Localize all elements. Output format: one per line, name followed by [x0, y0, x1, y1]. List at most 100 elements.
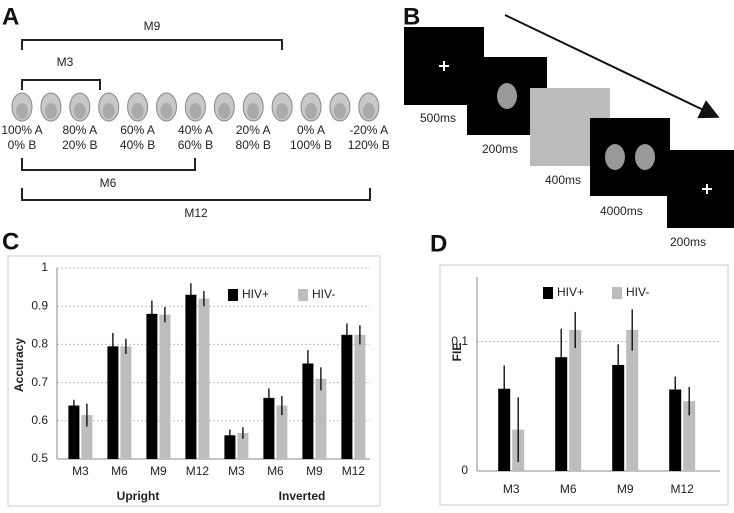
face-shade [131, 103, 144, 119]
y-tick-label: 0.8 [31, 337, 48, 351]
time-arrow [504, 14, 720, 119]
panel-letter: A [2, 3, 19, 30]
duration: 500ms [420, 111, 456, 125]
legend-swatch [612, 287, 622, 299]
fixation [702, 184, 712, 194]
x-tick-label: M6 [267, 464, 284, 478]
morph-label: 0% A [297, 123, 325, 137]
bar [224, 435, 236, 459]
y-tick-label: 0.9 [31, 298, 48, 312]
legend-label: HIV+ [557, 285, 584, 299]
morph-label: 80% A [62, 123, 97, 137]
y-tick-label: 1 [41, 260, 48, 274]
morph-label: 100% B [290, 138, 332, 152]
morph-label: 100% A [1, 123, 42, 137]
x-tick-label: M6 [111, 464, 128, 478]
fixation [439, 61, 449, 71]
x-tick-label: M9 [306, 464, 323, 478]
panel-letter: C [2, 228, 19, 255]
x-tick-label: M6 [560, 482, 577, 496]
legend-label: HIV+ [242, 287, 269, 301]
panel-letter: B [403, 3, 420, 30]
face-shade [189, 103, 202, 119]
bar [669, 389, 682, 471]
legend-swatch [298, 289, 308, 301]
screen [590, 118, 670, 196]
face [635, 144, 655, 170]
duration: 200ms [482, 142, 518, 156]
face-shade [276, 103, 289, 119]
bracket-label: M12 [184, 206, 208, 220]
face-shade [218, 103, 231, 119]
x-tick-label: M12 [186, 464, 210, 478]
legend-swatch [228, 289, 238, 301]
x-tick-label: M3 [503, 482, 520, 496]
bracket [21, 79, 101, 90]
bar [237, 433, 249, 459]
bar [683, 401, 696, 471]
bar [263, 397, 275, 459]
bar [107, 346, 119, 459]
face [605, 144, 625, 170]
bar [185, 294, 197, 459]
legend-label: HIV- [312, 287, 335, 301]
morph-label: 20% A [236, 123, 271, 137]
duration: 4000ms [600, 204, 643, 218]
x-tick-label: M9 [617, 482, 634, 496]
bar [612, 364, 625, 471]
x-tick-label: M12 [671, 482, 695, 496]
group-label: Inverted [279, 489, 326, 503]
face-shade [333, 103, 346, 119]
face-row [11, 92, 380, 122]
bar [555, 357, 568, 471]
chart-frame [7, 255, 381, 507]
morph-label: 80% B [236, 138, 271, 152]
x-tick-label: M3 [228, 464, 245, 478]
y-tick-label: 0 [461, 463, 468, 477]
bar [120, 346, 132, 459]
bracket-label: M6 [100, 176, 117, 190]
morph-label: 20% B [62, 138, 97, 152]
face-shade [305, 103, 317, 119]
bracket-label: M9 [144, 19, 161, 33]
face-shade [160, 103, 173, 119]
face-shade [247, 103, 260, 119]
bracket-label: M3 [57, 55, 74, 69]
morph-label: 60% B [178, 138, 213, 152]
duration: 200ms [670, 235, 706, 249]
chart-frame [439, 264, 729, 506]
x-tick-label: M3 [72, 464, 89, 478]
morph-label: 40% B [120, 138, 155, 152]
bracket [21, 188, 371, 201]
bar [198, 298, 210, 459]
duration: 400ms [545, 173, 581, 187]
y-tick-label: 0.6 [31, 413, 48, 427]
bar [159, 314, 171, 459]
morph-label: 60% A [120, 123, 155, 137]
face-shade [44, 103, 57, 119]
bar [341, 334, 353, 459]
bar [569, 330, 582, 471]
y-axis-label: Accuracy [12, 338, 26, 392]
morph-label: 120% B [348, 138, 390, 152]
bar [146, 313, 158, 459]
morph-label: 0% B [8, 138, 37, 152]
face [497, 83, 517, 109]
bar [498, 388, 511, 471]
screen [667, 150, 734, 228]
y-tick-label: 0.7 [31, 375, 48, 389]
bracket [21, 158, 196, 171]
bar [81, 415, 93, 459]
bar [354, 334, 366, 459]
legend-label: HIV- [626, 285, 649, 299]
y-axis-label: FIE [450, 343, 464, 362]
bar [302, 363, 314, 459]
face-shade [16, 103, 28, 119]
group-label: Upright [117, 489, 160, 503]
legend-swatch [543, 287, 553, 299]
bar [626, 330, 639, 471]
x-tick-label: M12 [342, 464, 366, 478]
bar [315, 378, 327, 459]
bar [276, 405, 288, 459]
